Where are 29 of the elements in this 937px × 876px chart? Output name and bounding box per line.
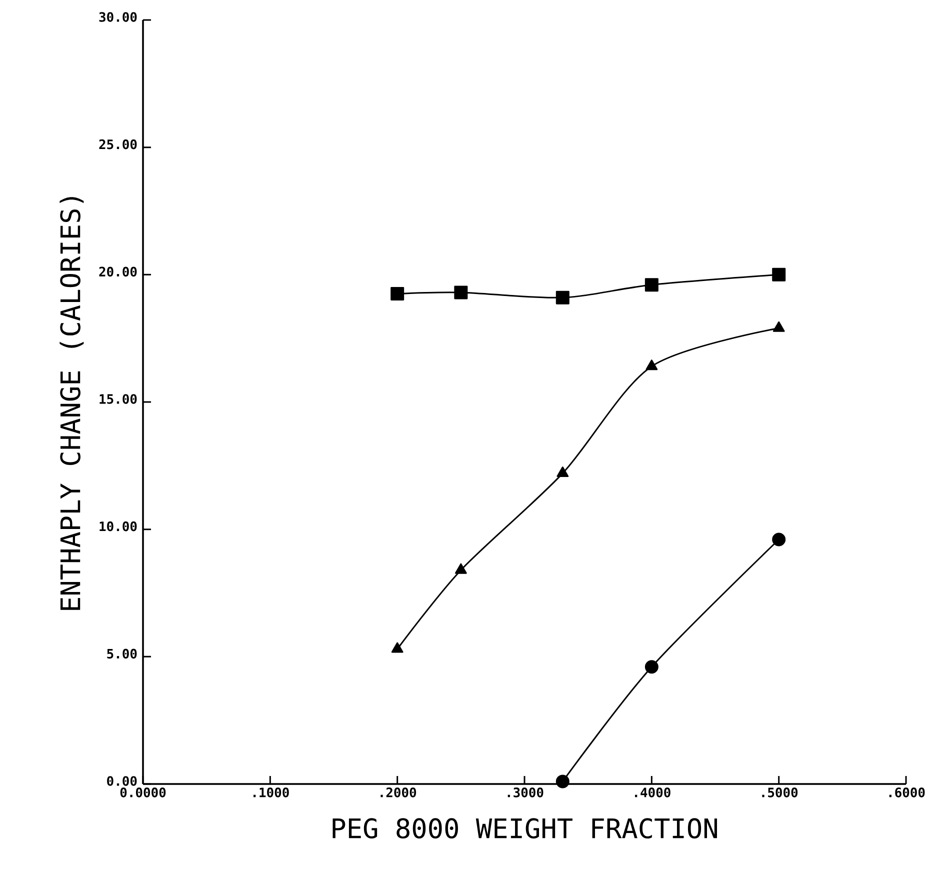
point (556, 466, 569, 478)
point (454, 563, 467, 574)
x-tick-label: .6000 (889, 788, 925, 798)
point (391, 642, 404, 653)
x-axis-title: PEG 8000 WEIGHT FRACTION (332, 818, 717, 839)
y-tick-label: 10.00 (100, 521, 137, 532)
x-tick-label: 0.0000 (120, 788, 166, 798)
y-tick-label: 30.00 (99, 12, 137, 22)
point (644, 660, 658, 674)
point (772, 532, 786, 546)
point (556, 290, 570, 304)
x-tick-label: .1000 (254, 788, 289, 798)
point (646, 360, 658, 370)
x-tick-label: .5000 (762, 788, 798, 798)
point (772, 268, 786, 282)
y-tick-label: 15.00 (100, 394, 137, 404)
x-tick-label: .3000 (508, 788, 544, 798)
point (454, 286, 468, 300)
y-tick-label: 0.00 (107, 776, 137, 786)
y-tick-label: 20.00 (99, 266, 137, 277)
x-tick-label: .4000 (635, 788, 670, 798)
x-tick-label: .2000 (380, 788, 416, 798)
y-tick-label: 5.00 (107, 648, 137, 659)
point (556, 774, 570, 788)
point (390, 287, 404, 301)
y-tick-label: 25.00 (99, 139, 137, 150)
y-axis-title: ENTHAPLY CHANGE (CALORIES) (60, 197, 84, 610)
point (772, 321, 785, 332)
point (644, 278, 658, 292)
